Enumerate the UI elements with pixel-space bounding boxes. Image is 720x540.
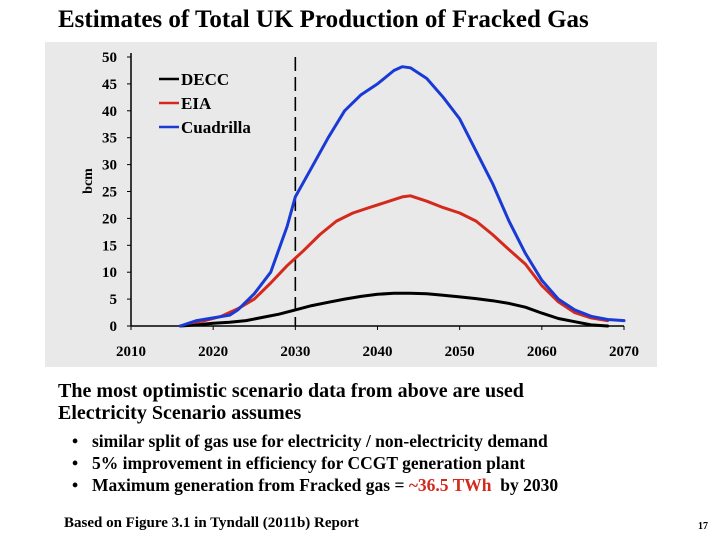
bullet-icon: • bbox=[72, 453, 79, 473]
page-number: 17 bbox=[698, 521, 708, 532]
x-tick-label: 2060 bbox=[527, 344, 557, 360]
bullet-text: similar split of gas use for electricity… bbox=[92, 431, 548, 451]
x-tick-label: 2070 bbox=[609, 344, 639, 360]
y-tick-label: 30 bbox=[102, 158, 117, 174]
assumption-list: • similar split of gas use for electricit… bbox=[72, 430, 558, 496]
x-tick-label: 2050 bbox=[445, 344, 475, 360]
bullet-text: 5% improvement in efficiency for CCGT ge… bbox=[92, 453, 526, 473]
y-tick-label: 40 bbox=[102, 104, 117, 120]
bullet-icon: • bbox=[72, 475, 79, 495]
bullet-text-end: by 2030 bbox=[491, 475, 559, 495]
x-tick-label: 2030 bbox=[280, 344, 310, 360]
highlight-value: ~36.5 TWh bbox=[408, 475, 492, 495]
y-axis-ticks: 0 5 10 15 20 25 30 35 40 45 50 bbox=[102, 50, 131, 335]
y-tick-label: 25 bbox=[102, 185, 117, 201]
list-item: • 5% improvement in efficiency for CCGT g… bbox=[72, 452, 558, 474]
series-line-eia bbox=[187, 194, 610, 325]
body-text: The most optimistic scenario data from a… bbox=[58, 380, 524, 424]
x-tick-label: 2020 bbox=[198, 344, 228, 360]
bullet-icon: • bbox=[72, 431, 79, 451]
slide-title: Estimates of Total UK Production of Frac… bbox=[58, 6, 589, 33]
chart-background bbox=[45, 42, 657, 367]
fracked-gas-chart: 0 5 10 15 20 25 30 35 40 45 50 2010 2020 2030 2040 205… bbox=[45, 42, 657, 367]
y-tick-label: 15 bbox=[102, 238, 117, 254]
series-lines bbox=[178, 65, 626, 328]
x-tick-label: 2010 bbox=[116, 344, 146, 360]
legend-label: Cuadrilla bbox=[181, 118, 251, 137]
source-citation: Based on Figure 3.1 in Tyndall (2011b) R… bbox=[64, 515, 360, 531]
x-tick-label: 2040 bbox=[363, 344, 393, 360]
y-axis-label: bcm bbox=[81, 168, 96, 194]
y-tick-label: 20 bbox=[102, 211, 117, 227]
series-line-decc bbox=[178, 291, 610, 328]
body-line-1: The most optimistic scenario data from a… bbox=[58, 380, 524, 402]
bullet-text: Maximum generation from Fracked gas = bbox=[92, 475, 409, 495]
legend-label: DECC bbox=[181, 70, 229, 89]
list-item: • similar split of gas use for electricit… bbox=[72, 430, 558, 452]
x-axis-ticks: 2010 2020 2030 2040 2050 2060 2070 bbox=[116, 326, 639, 360]
y-tick-label: 35 bbox=[102, 131, 117, 147]
legend-label: EIA bbox=[181, 94, 212, 113]
body-line-2: Electricity Scenario assumes bbox=[58, 402, 302, 424]
series-line-cuadrilla bbox=[178, 65, 626, 328]
y-tick-label: 45 bbox=[102, 77, 117, 93]
y-tick-label: 50 bbox=[102, 50, 117, 66]
y-tick-label: 5 bbox=[110, 292, 118, 308]
legend: DECC EIA Cuadrilla bbox=[159, 70, 251, 137]
y-tick-label: 10 bbox=[102, 265, 117, 281]
y-tick-label: 0 bbox=[110, 319, 118, 335]
list-item: • Maximum generation from Fracked gas = ~… bbox=[72, 474, 558, 496]
